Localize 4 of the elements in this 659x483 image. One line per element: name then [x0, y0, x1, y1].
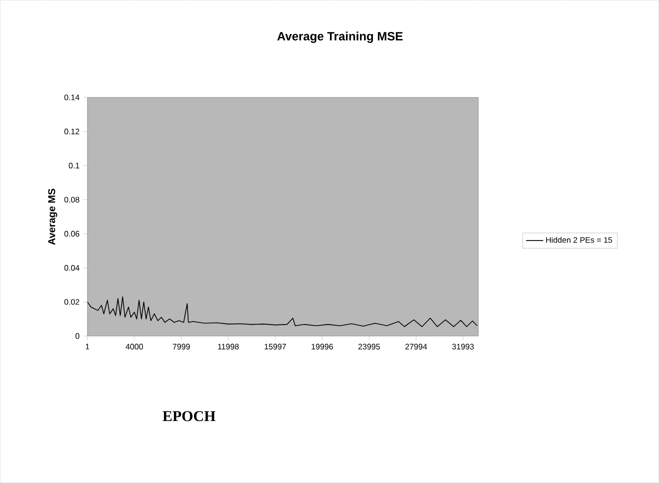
- chart-title: Average Training MSE: [277, 32, 403, 44]
- line-series: [87, 296, 478, 328]
- x-axis-title: EPOCH: [162, 411, 216, 422]
- y-axis-title: Average MS: [48, 188, 58, 246]
